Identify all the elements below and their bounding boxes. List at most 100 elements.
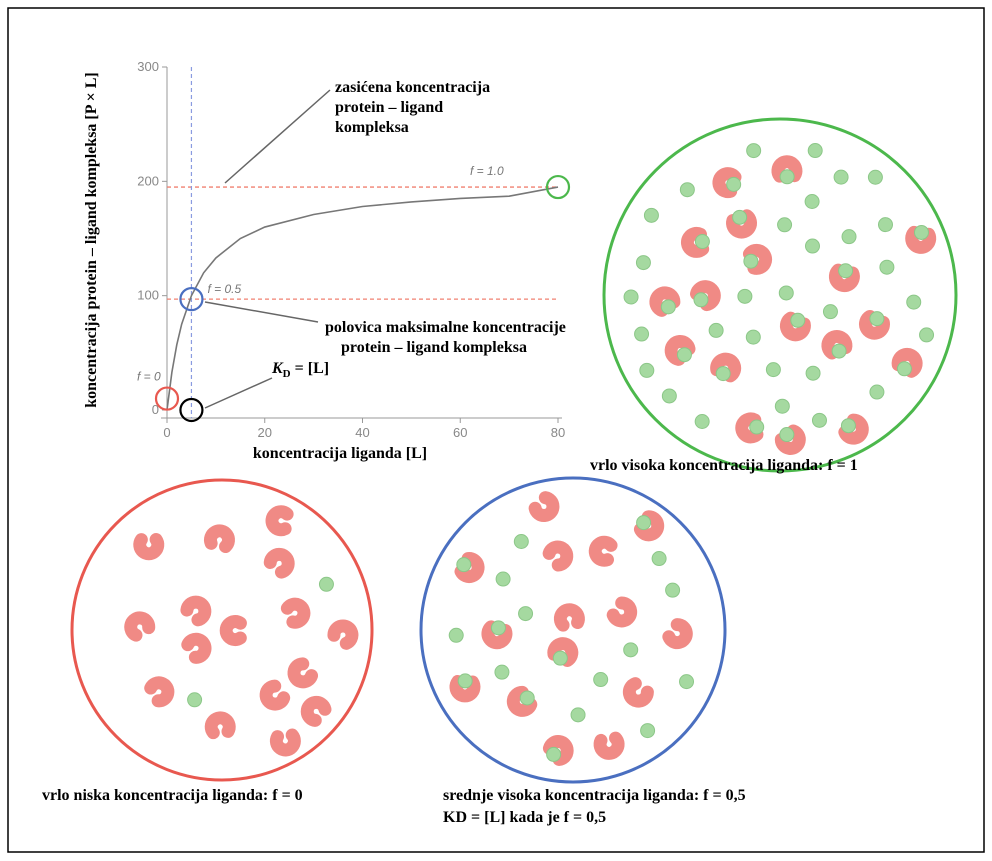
caption: vrlo visoka koncentracija liganda: f = 1 bbox=[590, 457, 858, 474]
protein bbox=[726, 209, 757, 239]
protein bbox=[588, 535, 618, 567]
ligand bbox=[790, 312, 806, 328]
protein bbox=[633, 510, 665, 542]
protein bbox=[327, 619, 359, 650]
protein bbox=[828, 263, 860, 293]
ligand bbox=[869, 311, 885, 327]
ligand bbox=[779, 427, 795, 443]
ligand bbox=[456, 557, 472, 573]
ligand bbox=[765, 362, 781, 378]
protein bbox=[593, 731, 625, 760]
ligand bbox=[833, 169, 849, 185]
protein bbox=[269, 728, 301, 757]
ligand bbox=[640, 723, 656, 739]
curve bbox=[166, 186, 559, 411]
ligand bbox=[811, 412, 827, 428]
protein bbox=[553, 603, 585, 632]
annotation: polovica maksimalne koncentracije bbox=[325, 319, 566, 336]
ligand bbox=[906, 294, 922, 310]
molecules bbox=[124, 143, 937, 766]
ligand bbox=[623, 642, 639, 658]
protein bbox=[449, 674, 481, 703]
protein bbox=[287, 657, 319, 689]
ligand bbox=[593, 672, 609, 688]
protein bbox=[542, 540, 574, 572]
ligand bbox=[877, 217, 893, 233]
protein bbox=[124, 611, 156, 642]
ligand bbox=[732, 209, 748, 225]
frame bbox=[7, 7, 985, 853]
ligand bbox=[513, 533, 529, 549]
protein bbox=[838, 413, 869, 445]
x-axis-label: koncentracija liganda [L] bbox=[253, 445, 427, 462]
protein bbox=[204, 711, 236, 740]
ligand bbox=[726, 176, 742, 192]
ligand bbox=[822, 304, 838, 320]
ligand bbox=[570, 707, 586, 723]
protein bbox=[528, 491, 560, 522]
ligand bbox=[651, 551, 667, 567]
protein bbox=[859, 309, 890, 340]
protein bbox=[606, 596, 638, 628]
high-circle bbox=[602, 117, 958, 473]
caption: KD = [L] kada je f = 0,5 bbox=[443, 809, 606, 826]
leader-line bbox=[204, 377, 273, 409]
ligand bbox=[636, 515, 652, 531]
ligand bbox=[896, 361, 912, 377]
ligand bbox=[777, 217, 793, 233]
f-label: f = 1.0 bbox=[470, 164, 504, 178]
caption: vrlo niska koncentracija liganda: f = 0 bbox=[42, 787, 303, 804]
annotation: protein – ligand bbox=[335, 99, 443, 116]
protein bbox=[664, 335, 696, 366]
protein bbox=[649, 286, 681, 317]
ligand bbox=[919, 327, 935, 343]
protein bbox=[905, 225, 937, 254]
protein bbox=[481, 620, 513, 650]
protein bbox=[133, 532, 165, 561]
ligand bbox=[840, 418, 856, 434]
ligand bbox=[804, 193, 820, 209]
leader-line bbox=[204, 301, 319, 323]
annotation: protein – ligand kompleksa bbox=[341, 339, 527, 356]
y-axis-label: koncentracija protein – ligand kompleksa… bbox=[83, 72, 100, 408]
protein bbox=[181, 632, 212, 664]
protein bbox=[662, 618, 693, 650]
protein bbox=[735, 412, 764, 444]
x-tick-label: 20 bbox=[258, 425, 272, 440]
y-tick-label: 100 bbox=[137, 288, 159, 303]
ligand bbox=[779, 169, 795, 185]
protein bbox=[712, 167, 742, 199]
ligand bbox=[831, 343, 847, 359]
ligand bbox=[737, 288, 753, 304]
marker bbox=[154, 386, 180, 411]
ligand bbox=[745, 329, 761, 345]
protein bbox=[774, 424, 806, 455]
x-tick-label: 40 bbox=[355, 425, 369, 440]
protein bbox=[779, 311, 811, 342]
protein bbox=[771, 155, 803, 183]
ligand bbox=[623, 289, 639, 305]
protein bbox=[280, 597, 311, 629]
ligand bbox=[495, 571, 511, 587]
annotation: kompleksa bbox=[335, 119, 409, 136]
protein bbox=[681, 226, 710, 258]
ligand bbox=[867, 169, 883, 185]
ligand bbox=[804, 238, 820, 254]
ligand bbox=[743, 253, 759, 269]
protein bbox=[454, 552, 485, 583]
ligand bbox=[635, 255, 651, 271]
mid-circle bbox=[419, 476, 727, 784]
protein bbox=[144, 676, 175, 708]
protein bbox=[180, 595, 212, 627]
ligand bbox=[749, 419, 765, 435]
marker bbox=[545, 174, 571, 200]
x-tick-label: 80 bbox=[551, 425, 565, 440]
protein bbox=[265, 505, 294, 537]
ligand bbox=[639, 362, 655, 378]
ligand bbox=[187, 692, 203, 708]
protein bbox=[821, 330, 853, 360]
protein bbox=[506, 685, 538, 717]
marker bbox=[179, 397, 204, 423]
ligand bbox=[679, 182, 695, 198]
x-tick-label: 60 bbox=[453, 425, 467, 440]
